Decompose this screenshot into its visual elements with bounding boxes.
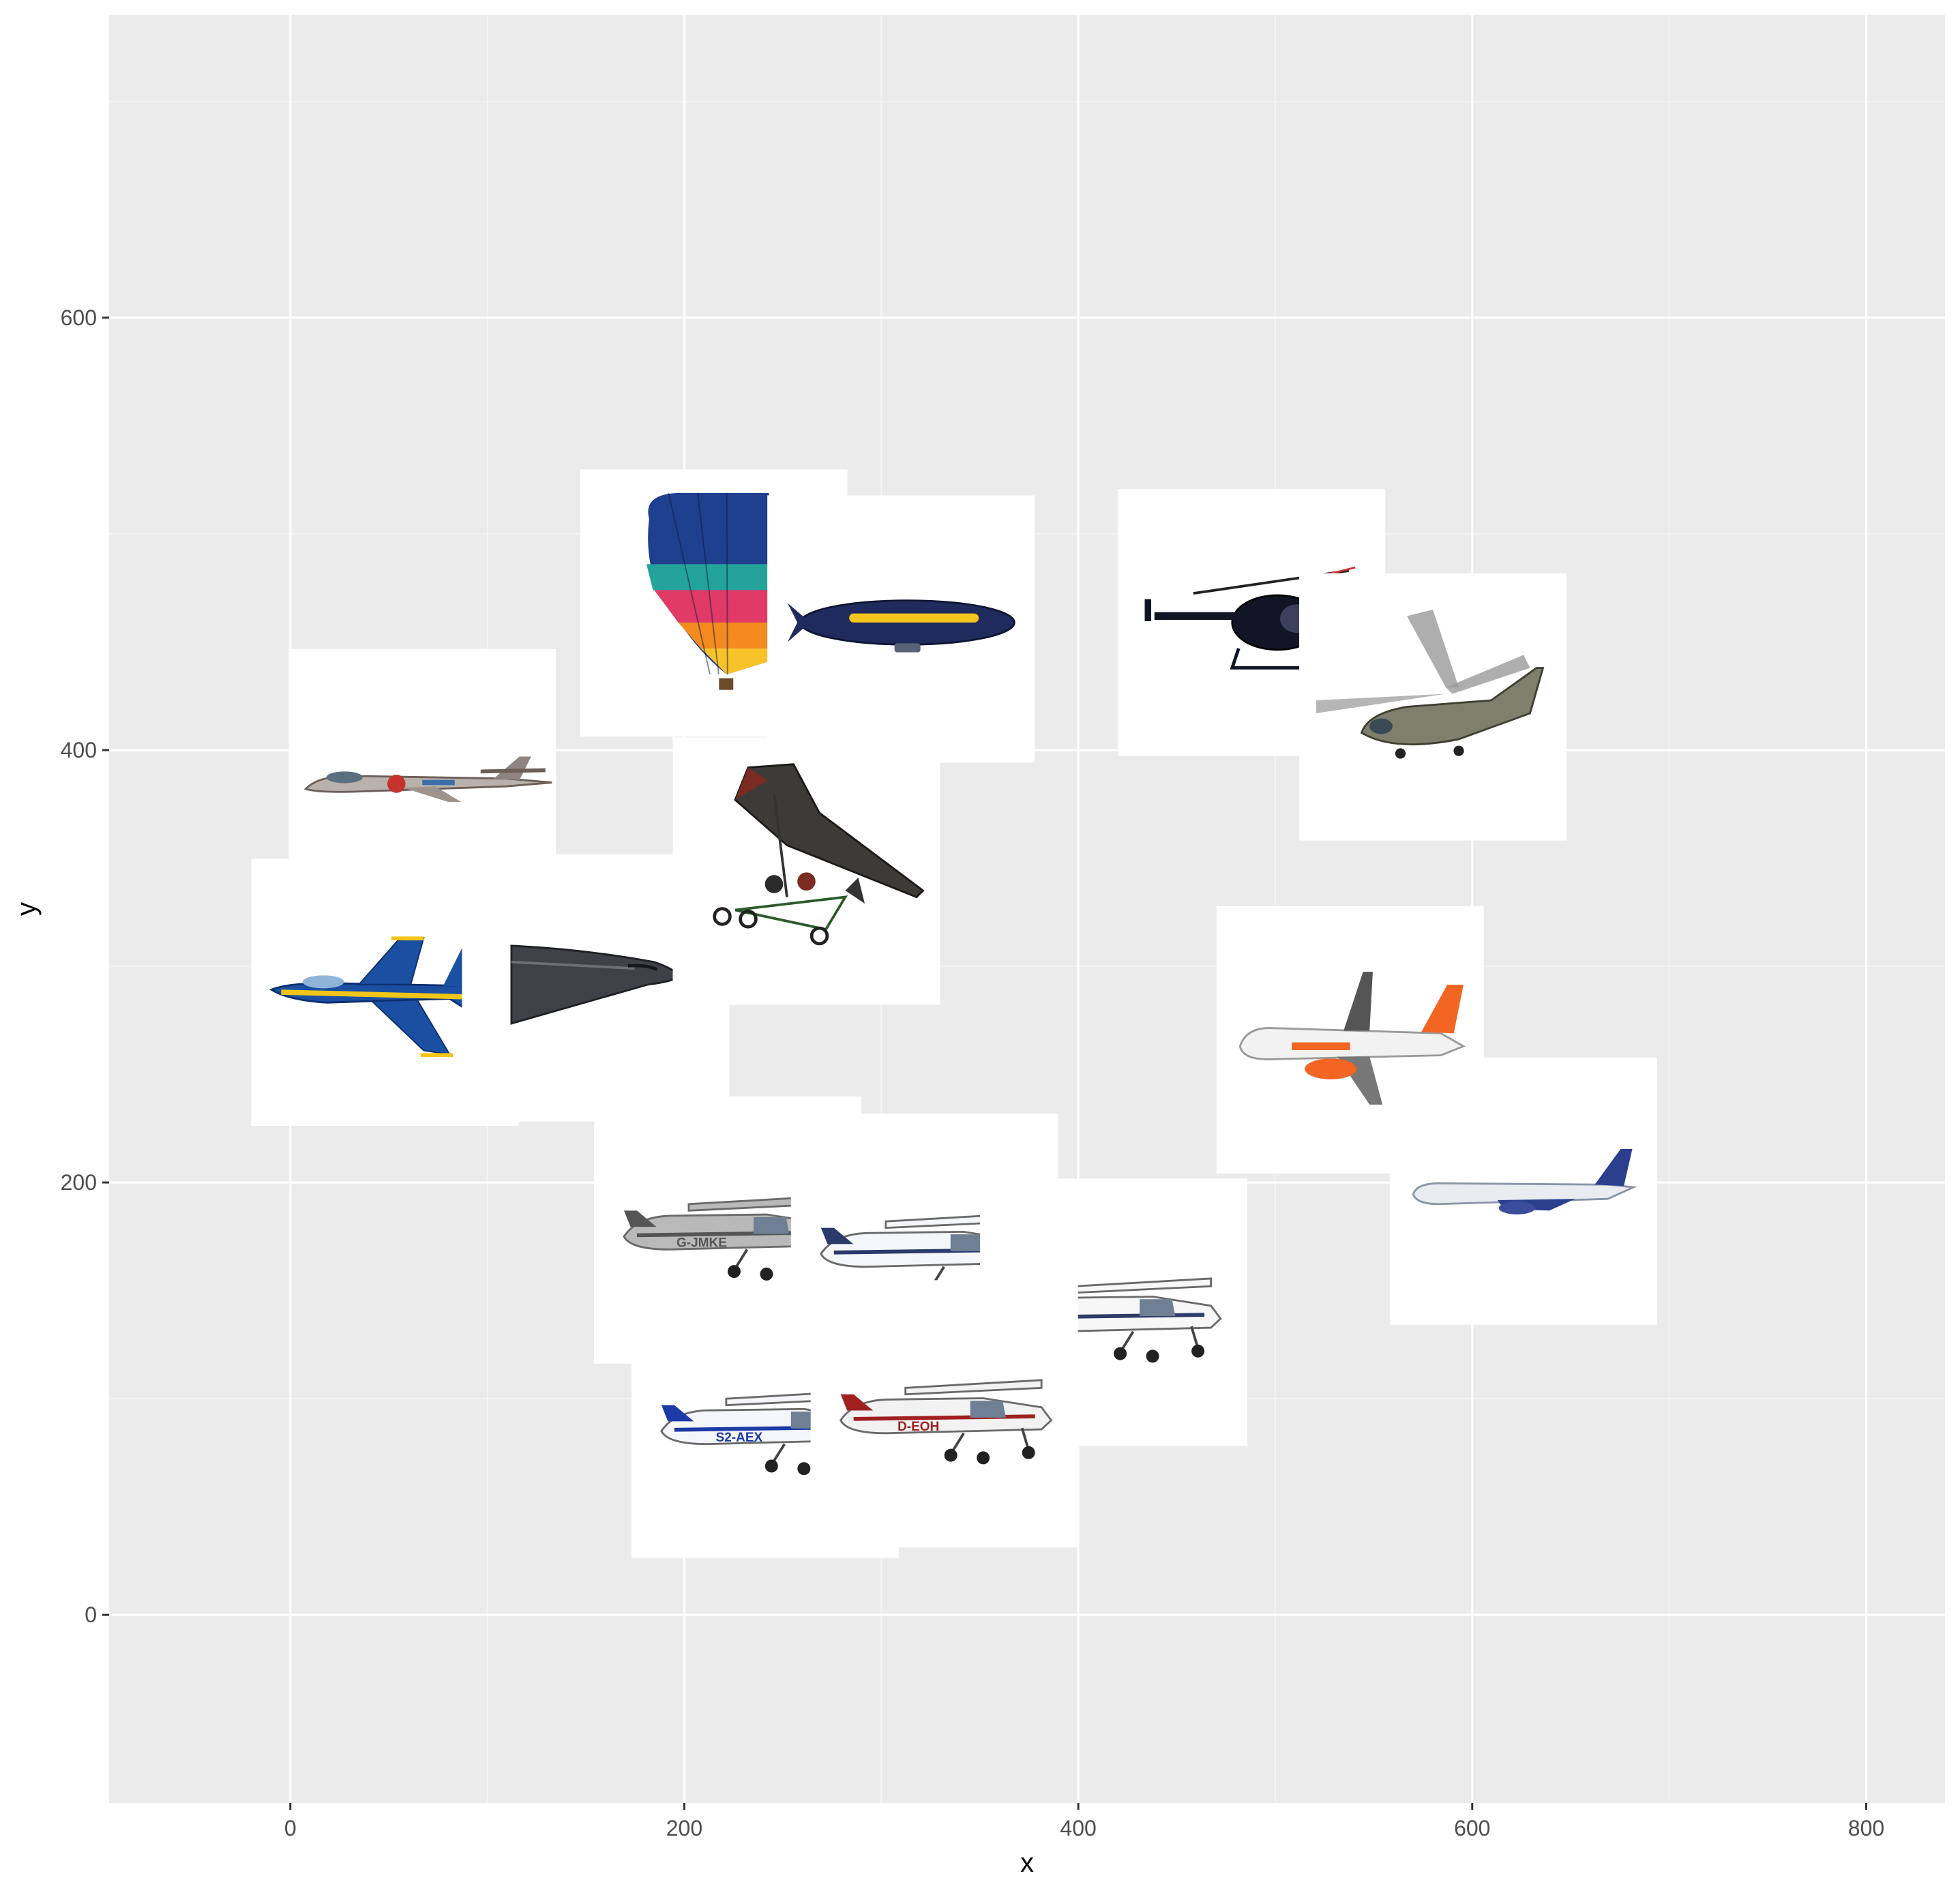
data-point [1216, 906, 1484, 1174]
x-tick-label: 0 [284, 1816, 297, 1840]
data-point [1299, 573, 1567, 841]
goodyear-blimp-icon [787, 599, 1015, 653]
jet-fighter-silver-icon [303, 756, 552, 803]
cessna-g-jmke-icon: G-JMKE [623, 1195, 836, 1281]
svg-text:D-EOH: D-EOH [897, 1420, 939, 1434]
data-point [672, 737, 940, 1005]
x-tick-label: 800 [1848, 1816, 1884, 1840]
x-axis-title: x [1020, 1848, 1034, 1878]
super-puma-helicopter-icon [1316, 610, 1545, 759]
x-tick-label: 600 [1454, 1816, 1490, 1840]
x-tick-label: 200 [666, 1816, 702, 1840]
y-tick-label: 0 [85, 1602, 97, 1627]
y-tick-label: 400 [61, 738, 97, 762]
y-tick-label: 600 [61, 305, 97, 330]
svg-text:S2-AEX: S2-AEX [716, 1431, 763, 1445]
x-tick-label: 400 [1060, 1816, 1096, 1840]
y-axis-title: y [12, 902, 42, 916]
svg-text:G-JMKE: G-JMKE [677, 1236, 727, 1251]
hot-air-balloon-icon [646, 492, 769, 690]
x-axis: 0 200 400 600 800 [284, 1803, 1884, 1840]
data-point [767, 495, 1035, 763]
ultralight-trike-icon [713, 763, 925, 946]
data-point [1389, 1057, 1657, 1325]
cessna-d-eoh-icon: D-EOH [840, 1379, 1053, 1465]
fa18-hornet-blue-angels-icon [269, 936, 505, 1058]
b2-stealth-bomber-icon [510, 944, 681, 1025]
image-tile [672, 737, 940, 1005]
data-point: D-EOH [810, 1280, 1078, 1548]
easyjet-airliner-icon [1238, 972, 1466, 1105]
image-points: G-JMKE S2-AEX D-EOH [251, 469, 1657, 1559]
y-axis: 0 200 400 600 [61, 305, 109, 1627]
y-tick-label: 200 [61, 1170, 97, 1195]
boeing-737-airliner-icon [1412, 1148, 1637, 1214]
